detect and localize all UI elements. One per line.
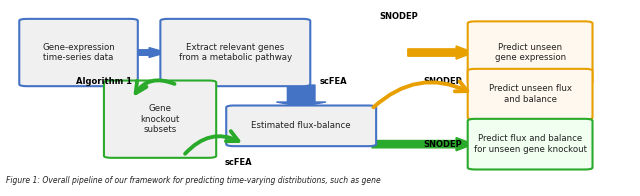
Polygon shape [372,138,474,151]
Polygon shape [132,48,166,57]
FancyBboxPatch shape [19,19,138,86]
FancyBboxPatch shape [468,69,593,120]
Text: Algorithm 1: Algorithm 1 [76,77,132,86]
Text: scFEA: scFEA [225,158,252,167]
Text: Figure 1: Overall pipeline of our framework for predicting time-varying distribu: Figure 1: Overall pipeline of our framew… [6,176,381,185]
Text: Predict flux and balance
for unseen gene knockout: Predict flux and balance for unseen gene… [474,134,587,154]
FancyBboxPatch shape [468,21,593,84]
FancyBboxPatch shape [104,81,216,158]
Text: SNODEP: SNODEP [424,77,462,86]
Text: Extract relevant genes
from a metabolic pathway: Extract relevant genes from a metabolic … [179,43,292,62]
FancyBboxPatch shape [468,119,593,170]
Text: Predict unseen flux
and balance: Predict unseen flux and balance [488,84,572,104]
FancyBboxPatch shape [226,105,376,146]
Text: Gene-expression
time-series data: Gene-expression time-series data [42,43,115,62]
Polygon shape [276,85,326,107]
Text: Predict unseen
gene expression: Predict unseen gene expression [495,43,566,62]
Text: SNODEP: SNODEP [424,140,462,149]
Polygon shape [408,46,474,59]
Text: Estimated flux-balance: Estimated flux-balance [252,121,351,130]
Text: Gene
knockout
subsets: Gene knockout subsets [140,104,180,134]
Text: SNODEP: SNODEP [379,12,418,21]
Text: scFEA: scFEA [320,77,348,86]
FancyBboxPatch shape [161,19,310,86]
